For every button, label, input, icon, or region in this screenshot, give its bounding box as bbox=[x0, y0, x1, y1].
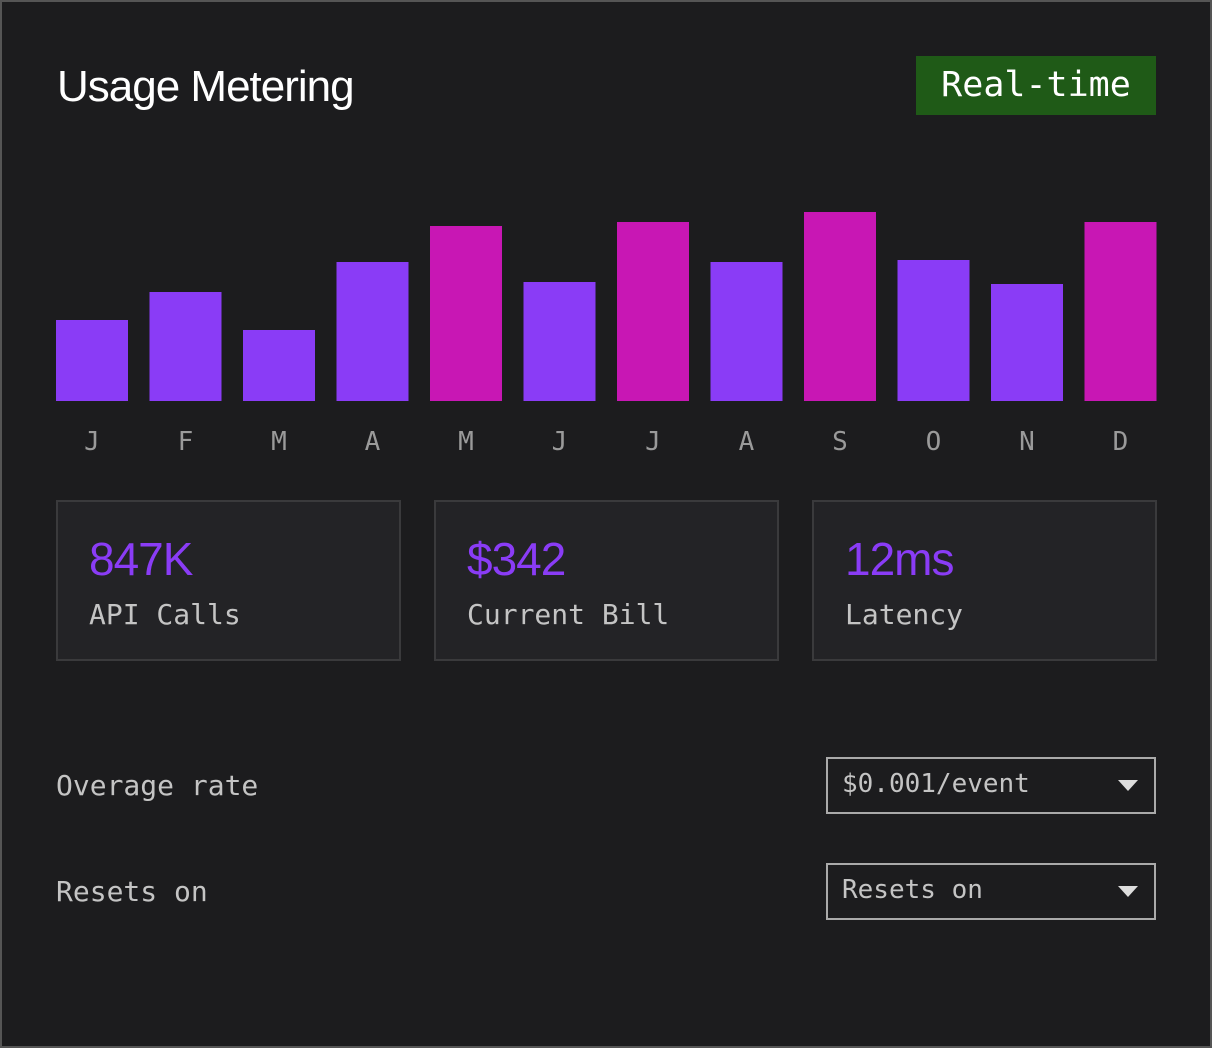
title: Usage Metering bbox=[57, 62, 355, 111]
x-tick-label: N bbox=[1019, 427, 1035, 457]
x-tick-label: S bbox=[832, 427, 848, 457]
bar bbox=[56, 320, 128, 401]
stat-label: Latency bbox=[845, 598, 964, 631]
x-tick-label: A bbox=[739, 427, 755, 457]
x-tick-label: A bbox=[365, 427, 381, 457]
x-tick-label: O bbox=[926, 427, 942, 457]
stat-card: $342 Current Bill bbox=[434, 500, 779, 661]
bar bbox=[617, 222, 689, 401]
setting-label: Resets on bbox=[56, 875, 208, 908]
dropdown-value: $0.001/event bbox=[842, 769, 1030, 799]
x-tick-label: M bbox=[458, 427, 474, 457]
stat-label: Current Bill bbox=[467, 598, 670, 631]
x-tick-label: M bbox=[271, 427, 287, 457]
bar bbox=[710, 262, 783, 401]
bar bbox=[804, 212, 876, 401]
bar bbox=[1084, 222, 1157, 401]
stat-value: 847K bbox=[89, 533, 193, 585]
x-tick-label: D bbox=[1113, 427, 1129, 457]
dropdown[interactable]: $0.001/event bbox=[826, 757, 1156, 814]
x-tick-label: J bbox=[552, 427, 568, 457]
x-tick-label: F bbox=[178, 427, 194, 457]
x-tick-label: J bbox=[645, 427, 661, 457]
stat-card: 847K API Calls bbox=[56, 500, 401, 661]
bar bbox=[523, 282, 596, 401]
dropdown-value: Resets on bbox=[842, 875, 983, 905]
bar bbox=[991, 284, 1063, 401]
dropdown[interactable]: Resets on bbox=[826, 863, 1156, 920]
stat-value: 12ms bbox=[845, 533, 954, 585]
stat-label: API Calls bbox=[89, 598, 241, 631]
bar bbox=[897, 260, 970, 401]
badge: Real-time bbox=[916, 56, 1156, 115]
stat-card: 12ms Latency bbox=[812, 500, 1157, 661]
bar bbox=[336, 262, 409, 401]
bar bbox=[430, 226, 502, 401]
bar bbox=[243, 330, 315, 401]
bar bbox=[149, 292, 222, 401]
setting-label: Overage rate bbox=[56, 769, 259, 802]
dropdown-arrow bbox=[1118, 780, 1138, 791]
x-tick-label: J bbox=[84, 427, 100, 457]
stat-value: $342 bbox=[467, 533, 566, 585]
dropdown-arrow bbox=[1118, 886, 1138, 897]
